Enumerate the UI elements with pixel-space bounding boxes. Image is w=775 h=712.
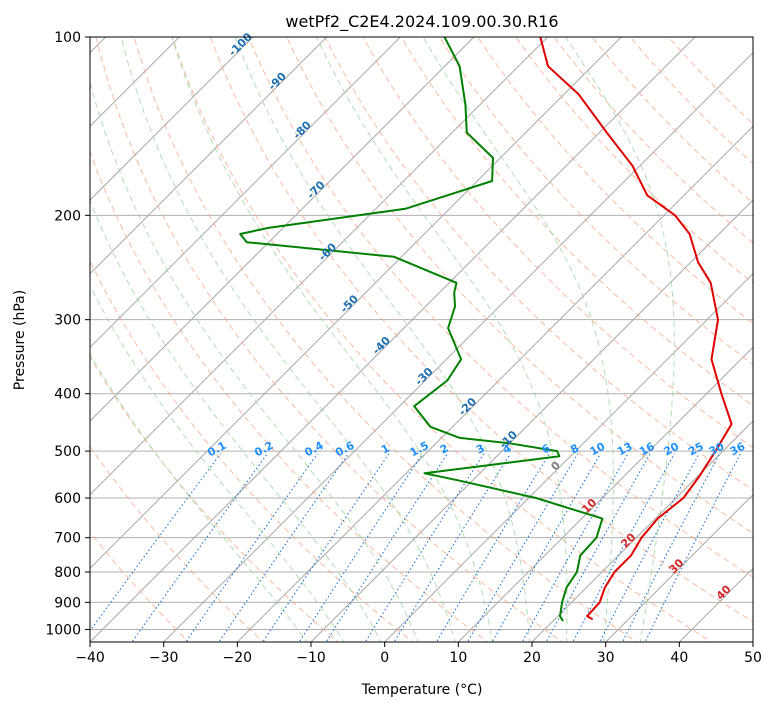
mixing-ratio-label: 20 [662, 440, 682, 459]
chart-title: wetPf2_C2E4.2024.109.00.30.R16 [285, 12, 558, 32]
mixing-ratio-label: 30 [707, 440, 727, 459]
moist-adiabat-line [90, 353, 308, 642]
x-tick-label: 30 [597, 650, 615, 666]
dry-adiabat-line [95, 37, 564, 642]
y-tick-label: 800 [54, 565, 81, 581]
mixing-ratio-line [521, 453, 629, 642]
x-tick-label: 0 [380, 650, 389, 666]
moist-adiabat-line [315, 37, 568, 642]
x-tick-label: −40 [75, 650, 105, 666]
y-tick-label: 400 [54, 387, 81, 403]
mixing-ratio-line [298, 453, 424, 642]
x-tick-label: 50 [744, 650, 762, 666]
mixing-ratio-line [185, 453, 318, 642]
dry-adiabat-line [133, 37, 638, 642]
moist-adiabat-line [90, 80, 419, 642]
mixing-ratio-line [325, 453, 449, 642]
isotherm-line [90, 37, 696, 642]
isotherm-line [90, 37, 623, 570]
isotherm-line [310, 199, 753, 642]
x-tick-label: 40 [670, 650, 688, 666]
isotherm-line [531, 420, 753, 642]
temperature-profile-line [539, 37, 733, 620]
moist-adiabat-line [90, 199, 382, 642]
y-tick-label: 700 [54, 531, 81, 547]
y-tick-label: 600 [54, 491, 81, 507]
x-tick-label: 20 [523, 650, 541, 666]
isotherm-line [90, 37, 475, 422]
profile-series [239, 37, 733, 622]
plot-frame [89, 36, 754, 643]
isotherm-line [457, 346, 753, 642]
axes: −40 −30 −20 −10 0 10 20 30 40 50 100 200 300 400 500 60… [45, 30, 762, 666]
y-tick-label: 900 [54, 595, 81, 611]
x-tick-label: −10 [296, 650, 326, 666]
y-tick-label: 100 [54, 30, 81, 46]
isotherm-line [162, 51, 753, 642]
isotherm-line [90, 37, 402, 349]
y-axis-label: Pressure (hPa) [12, 290, 28, 390]
mixing-ratio-line [393, 453, 511, 642]
dry-adiabat-line [515, 37, 753, 284]
moist-adiabat-line [90, 284, 345, 642]
moist-adiabat-line [564, 37, 675, 642]
mixing-ratio-line [644, 453, 741, 642]
moist-adiabat-line [422, 37, 614, 642]
dry-adiabat-line [90, 259, 414, 642]
mixing-ratio-label: 36 [728, 440, 748, 459]
background-lines [90, 37, 753, 642]
dry-adiabat-line [90, 150, 489, 642]
mixing-ratio-line [545, 453, 651, 642]
moist-adiabat-line [171, 37, 493, 642]
mixing-ratio-line [131, 453, 268, 642]
dry-adiabat-line [90, 445, 265, 642]
isotherm-line [236, 125, 753, 642]
mixing-ratio-line [572, 453, 675, 642]
isotherm-line [383, 272, 753, 642]
y-tick-label: 200 [54, 208, 81, 224]
isotherm-line [90, 37, 328, 275]
isotherm-line [604, 493, 753, 642]
isotherm-line [90, 37, 549, 496]
dry-adiabat-line [90, 356, 340, 642]
x-tick-label: −20 [223, 650, 253, 666]
mixing-ratio-label: 25 [686, 440, 706, 459]
moist-adiabat-line [234, 37, 530, 642]
mixing-ratio-line [218, 453, 349, 642]
isotherm-line [90, 37, 254, 201]
y-tick-label: 500 [54, 444, 81, 460]
mixing-ratio-label: 10 [588, 440, 608, 459]
y-tick-label: 1000 [45, 622, 81, 638]
moist-adiabat-line [120, 37, 456, 642]
dewpoint-profile-line [239, 37, 604, 622]
dry-adiabat-line [209, 37, 753, 623]
y-tick-label: 300 [54, 313, 81, 329]
mixing-ratio-line [262, 453, 390, 642]
mixing-ratio-label: 16 [637, 440, 657, 459]
x-tick-label: 10 [449, 650, 467, 666]
x-tick-label: −30 [149, 650, 179, 666]
x-axis-label: Temperature (°C) [361, 682, 483, 698]
mixing-ratio-label: 13 [615, 440, 635, 459]
mixing-ratio-line [90, 453, 221, 632]
